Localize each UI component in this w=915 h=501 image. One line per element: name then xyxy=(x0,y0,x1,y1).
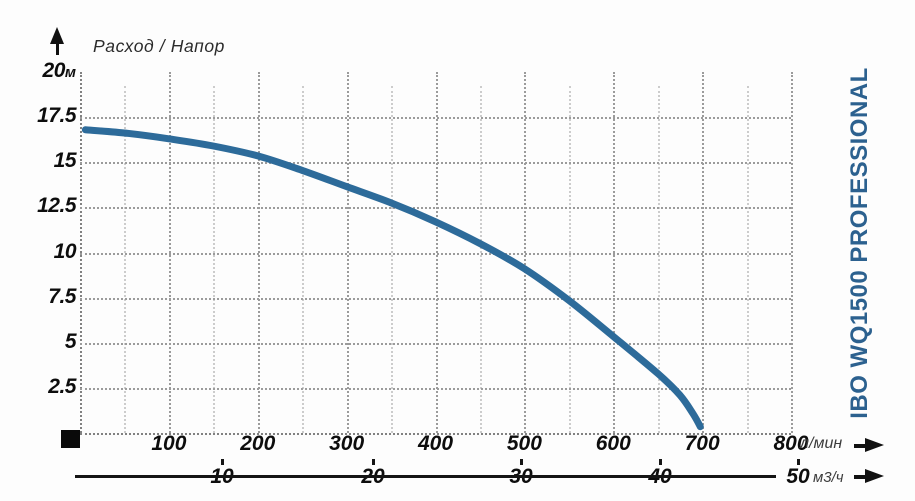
y-axis-arrow-head xyxy=(50,27,64,44)
y-axis-tick-label: 5 xyxy=(64,329,77,353)
grid-line-horizontal xyxy=(80,387,791,390)
grid-line-vertical-minor xyxy=(213,86,216,433)
grid-line-horizontal xyxy=(80,297,791,300)
grid-line-horizontal xyxy=(80,207,791,210)
pump-curve xyxy=(81,126,704,431)
arrow-head xyxy=(865,438,884,452)
x-axis-tick-label: 500 xyxy=(506,432,542,455)
grid-line-vertical xyxy=(791,72,793,433)
grid-line-vertical-minor xyxy=(391,86,394,433)
arrow-tail xyxy=(854,444,867,448)
arrow-tail xyxy=(854,475,867,479)
origin-marker xyxy=(61,430,80,448)
x-axis-secondary-tick xyxy=(221,459,224,468)
x-axis-tick-label: 700 xyxy=(684,432,720,455)
x-axis-secondary-line xyxy=(75,475,776,478)
arrow-head xyxy=(865,469,884,483)
x-axis-secondary-arrow-icon xyxy=(854,469,884,484)
y-axis-tick-label: 10 xyxy=(53,239,77,263)
grid-line-horizontal xyxy=(80,117,791,120)
grid-line-vertical-minor xyxy=(302,86,305,433)
x-axis-tick-label: 400 xyxy=(417,432,454,455)
x-axis-tick-label: 100 xyxy=(151,432,187,455)
x-axis-primary-unit-label: л/мин xyxy=(800,435,843,452)
grid-line-horizontal xyxy=(80,162,791,165)
y-axis-tick-label: 20м xyxy=(12,59,76,83)
y-axis-tick-label: 12.5 xyxy=(37,194,76,218)
grid-line-horizontal xyxy=(80,252,791,255)
x-axis-tick-label: 300 xyxy=(329,432,365,455)
x-axis-tick-label: 800 xyxy=(773,432,809,455)
x-axis-secondary-tick xyxy=(797,459,800,468)
y-axis-tick-label: 2.5 xyxy=(48,374,76,398)
y-axis-tick-label: 7.5 xyxy=(48,284,76,308)
grid-line-vertical-minor xyxy=(657,86,660,433)
product-name-label: IBO WQ1500 PROFESSIONAL xyxy=(846,67,873,419)
x-axis-secondary-tick xyxy=(372,459,375,468)
y-axis-arrow-stem xyxy=(55,42,59,55)
grid-line-horizontal xyxy=(80,342,791,345)
grid-line-vertical-minor xyxy=(479,86,482,433)
y-axis-tick-label: 15 xyxy=(53,149,77,173)
y-axis-unit-label: м xyxy=(64,64,76,81)
x-axis-secondary-unit-label: м3/ч xyxy=(813,469,844,486)
x-axis-secondary-tick xyxy=(659,459,662,468)
x-axis-primary-arrow-icon xyxy=(854,438,884,453)
y-axis-arrow-icon xyxy=(49,27,65,56)
grid-line-vertical-minor xyxy=(568,86,571,433)
grid-line-vertical-minor xyxy=(124,86,127,433)
y-axis-max-value: 20 xyxy=(42,59,66,82)
x-axis-line xyxy=(80,433,791,435)
grid-line-vertical-minor xyxy=(746,86,749,433)
y-axis-tick-label: 17.5 xyxy=(37,104,76,128)
chart-title: Расход / Напор xyxy=(93,36,225,56)
x-axis-secondary-tick xyxy=(520,459,523,468)
x-axis-tick-label: 600 xyxy=(595,432,631,455)
x-axis-tick-label: 200 xyxy=(240,432,276,455)
x-axis-secondary-tick-label: 50 xyxy=(779,465,817,489)
